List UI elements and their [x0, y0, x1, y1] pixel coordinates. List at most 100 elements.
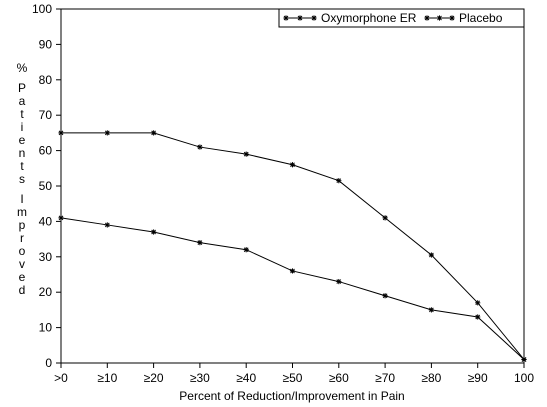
marker-stroke	[290, 268, 295, 274]
series-1	[58, 215, 527, 363]
data-point	[197, 144, 203, 150]
legend-item-1: Placebo	[424, 11, 503, 25]
marker-stroke	[424, 15, 430, 21]
legend-marker	[436, 15, 443, 21]
x-tick-label: ≥90	[468, 371, 488, 385]
marker-stroke	[382, 215, 388, 221]
x-axis: >0 ≥10 ≥20 ≥30 ≥40 ≥50 ≥60 ≥70 ≥80 ≥90 100	[54, 363, 534, 385]
marker-stroke	[336, 178, 342, 184]
data-point	[336, 278, 342, 285]
marker-stroke	[58, 215, 64, 221]
marker-stroke	[311, 15, 317, 21]
x-tick-label: >0	[54, 371, 68, 385]
plot-frame	[60, 8, 525, 364]
data-point	[289, 162, 296, 168]
series-line	[60, 217, 525, 360]
data-point	[521, 356, 527, 363]
data-point	[58, 130, 64, 136]
legend-marker	[449, 15, 455, 21]
marker-stroke	[437, 15, 442, 21]
data-point	[336, 178, 342, 184]
x-tick-label: ≥20	[144, 371, 164, 385]
legend-item-0: Oxymorphone ER	[283, 11, 417, 25]
x-tick-label: ≥70	[375, 371, 395, 385]
x-tick-label: ≥40	[236, 371, 256, 385]
series-layer	[58, 130, 527, 363]
marker-stroke	[429, 307, 434, 313]
y-label-char: s	[19, 172, 25, 186]
marker-stroke	[297, 15, 303, 21]
y-tick-label: 80	[39, 73, 53, 87]
data-point	[475, 300, 481, 306]
data-point	[243, 151, 249, 157]
legend: Oxymorphone ER Placebo	[278, 8, 525, 28]
marker-stroke	[58, 130, 64, 136]
y-label-char: I	[20, 192, 23, 206]
legend-marker	[283, 15, 289, 21]
x-tick-label: ≥60	[329, 371, 349, 385]
marker-stroke	[475, 300, 481, 306]
y-tick-label: 0	[45, 356, 52, 370]
y-label-char: r	[20, 231, 24, 245]
data-point	[475, 314, 481, 320]
y-label-char: t	[20, 159, 24, 173]
marker-stroke	[449, 15, 455, 21]
marker-stroke	[104, 130, 110, 136]
y-label-char: i	[21, 120, 24, 134]
x-tick-label: ≥10	[97, 371, 117, 385]
y-label-char: a	[19, 94, 26, 108]
data-point	[289, 268, 296, 274]
y-label-char: m	[17, 205, 27, 219]
y-tick-label: 100	[32, 2, 52, 16]
data-point	[58, 215, 64, 221]
marker-stroke	[429, 252, 434, 258]
data-point	[151, 229, 157, 235]
y-label-char: d	[19, 283, 26, 297]
x-tick-label: ≥50	[283, 371, 303, 385]
marker-stroke	[475, 314, 481, 320]
y-label-char: o	[19, 244, 26, 258]
y-label-char: n	[19, 146, 26, 160]
y-label-char: p	[19, 218, 26, 232]
y-label-char: v	[19, 257, 25, 271]
y-label-char: e	[19, 133, 26, 147]
y-label-char: e	[19, 270, 26, 284]
y-tick-label: 40	[39, 214, 53, 228]
data-point	[243, 247, 249, 253]
y-axis: 0 10 20 30 40 50 60 70 80 90 100	[32, 2, 61, 370]
y-label-char: %	[17, 61, 28, 75]
data-point	[151, 130, 157, 136]
marker-stroke	[243, 151, 249, 157]
x-tick-label: ≥30	[190, 371, 210, 385]
data-point	[382, 293, 388, 299]
data-point	[382, 215, 388, 221]
legend-box	[278, 8, 525, 28]
marker-stroke	[197, 144, 203, 150]
data-point	[104, 222, 110, 228]
marker-stroke	[197, 240, 203, 245]
x-tick-label: ≥80	[421, 371, 441, 385]
y-tick-label: 10	[39, 321, 53, 335]
series-0	[58, 130, 527, 363]
data-point	[428, 307, 434, 313]
y-tick-label: 50	[39, 179, 53, 193]
y-tick-label: 70	[39, 108, 53, 122]
legend-marker	[297, 15, 303, 21]
x-tick-label: 100	[514, 371, 534, 385]
data-point	[428, 252, 434, 258]
marker-stroke	[151, 229, 156, 235]
marker-stroke	[290, 162, 295, 168]
data-point	[104, 130, 110, 136]
legend-label: Placebo	[459, 11, 503, 25]
y-tick-label: 90	[39, 37, 53, 51]
legend-marker	[424, 15, 430, 21]
data-point	[197, 240, 203, 246]
y-label-char: t	[20, 107, 24, 121]
y-tick-label: 60	[39, 144, 53, 158]
x-axis-label: Percent of Reduction/Improvement in Pain	[179, 389, 404, 403]
marker-stroke	[521, 357, 527, 362]
marker-stroke	[382, 293, 388, 299]
marker-stroke	[104, 222, 110, 228]
